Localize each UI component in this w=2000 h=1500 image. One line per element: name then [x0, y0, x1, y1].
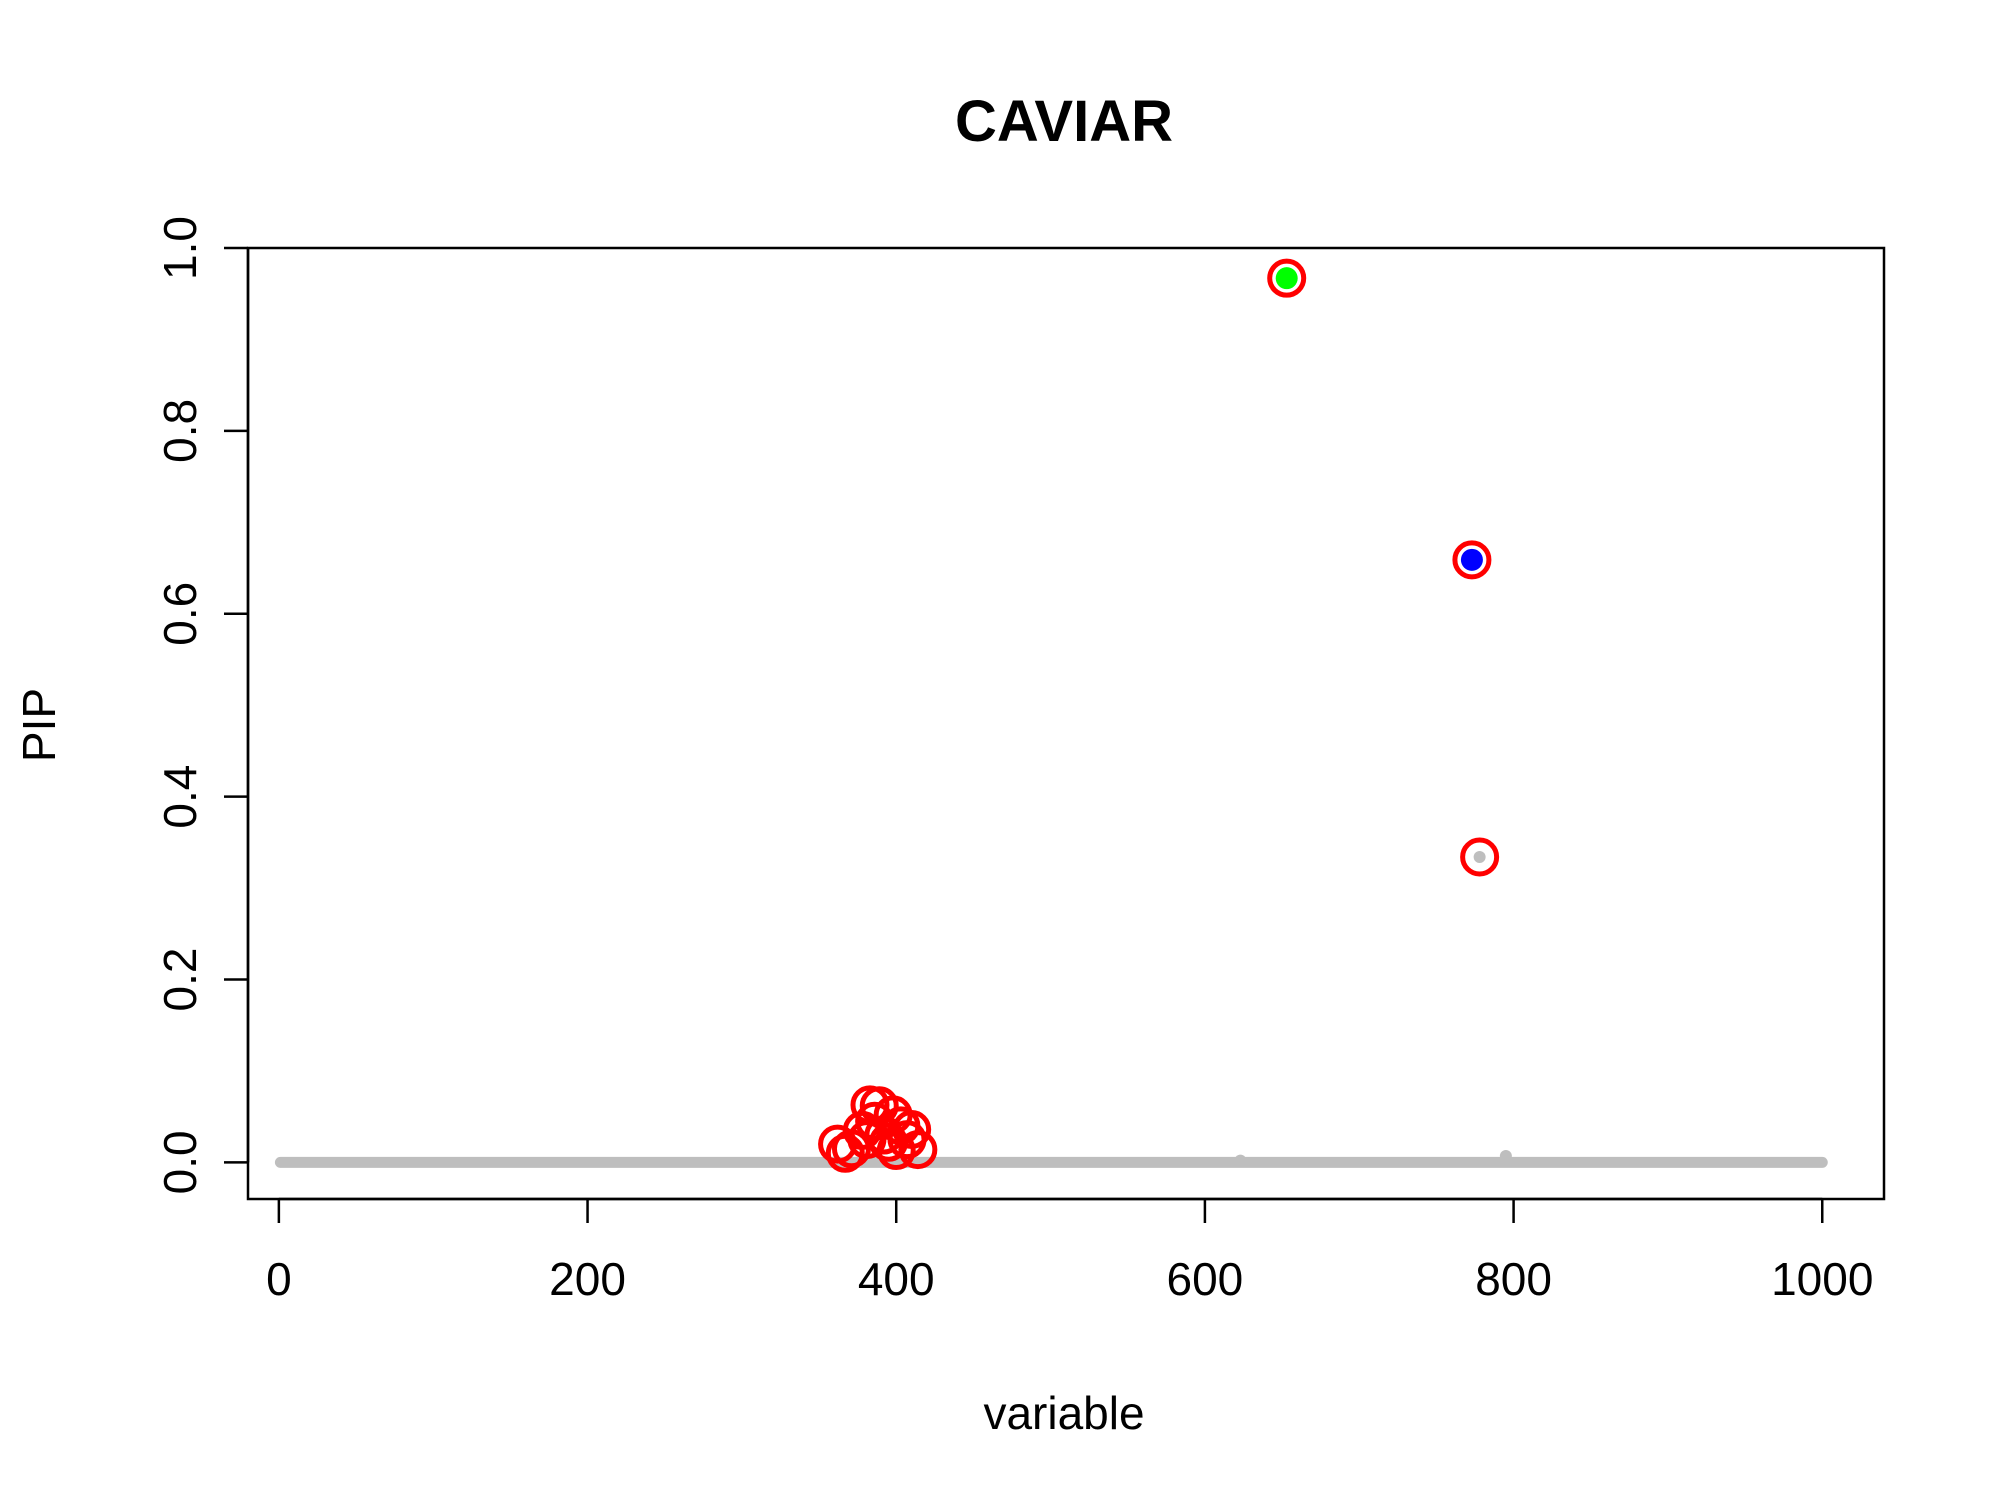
background-point: [1234, 1154, 1247, 1167]
y-tick-label: 0.4: [154, 765, 206, 829]
plot-area: [274, 258, 1828, 1173]
y-tick-label: 0.6: [154, 582, 206, 646]
background-point: [1499, 1150, 1512, 1163]
plot-frame: [246, 246, 1886, 1201]
background-point: [1473, 851, 1486, 864]
y-axis-ticks: 0.0 0.2 0.4 0.6 0.8 1.0: [154, 216, 250, 1194]
credible-set-circle: [898, 1130, 938, 1170]
credible-set-circle: [1460, 837, 1500, 877]
x-tick-label: 0: [266, 1253, 292, 1305]
y-tick-label: 0.2: [154, 948, 206, 1012]
x-tick-label: 600: [1167, 1253, 1244, 1305]
y-tick-label: 0.0: [154, 1130, 206, 1194]
x-tick-label: 400: [858, 1253, 935, 1305]
credible-set-circle: [1267, 258, 1307, 298]
x-tick-label: 1000: [1771, 1253, 1873, 1305]
highlight-point: [1275, 267, 1298, 290]
y-tick-label: 1.0: [154, 216, 206, 280]
y-tick-label: 0.8: [154, 399, 206, 463]
x-axis-label: variable: [983, 1387, 1144, 1439]
chart-title: CAVIAR: [955, 89, 1173, 154]
highlight-point: [1460, 548, 1483, 571]
x-axis-ticks: 0 200 400 600 800 1000: [266, 1197, 1873, 1305]
y-axis-label: PIP: [13, 688, 65, 762]
x-tick-label: 800: [1475, 1253, 1552, 1305]
credible-set-circle: [1452, 540, 1492, 580]
credible-set-circle: [892, 1110, 932, 1150]
x-tick-label: 200: [549, 1253, 626, 1305]
